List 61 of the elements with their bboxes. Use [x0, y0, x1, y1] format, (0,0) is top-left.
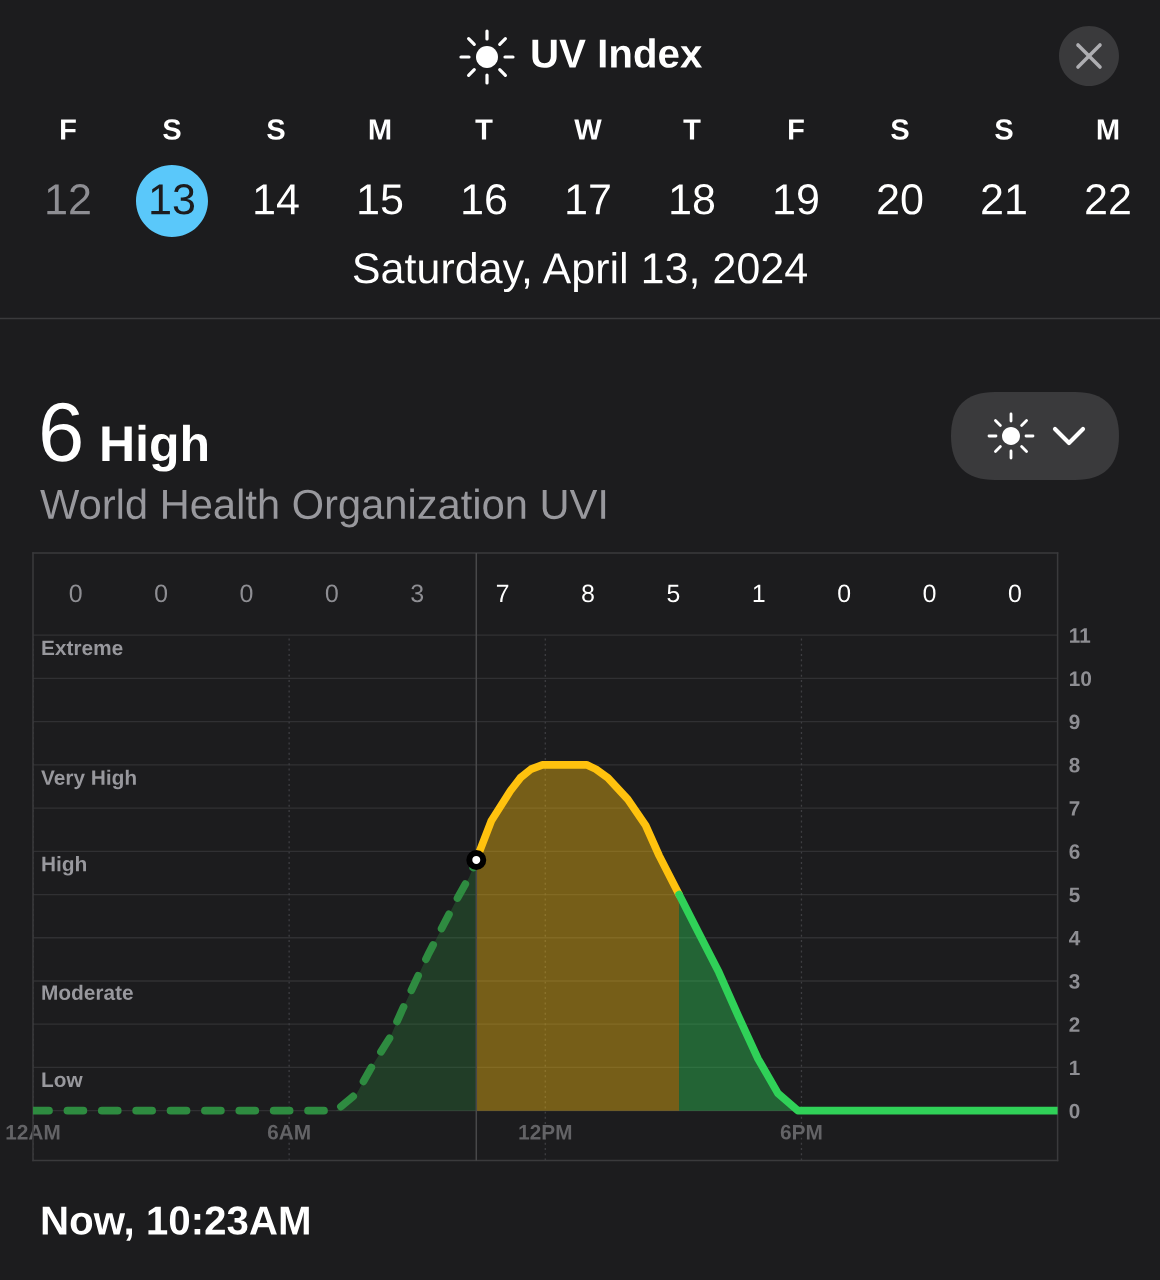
text: 6 [42, 402, 81, 462]
text: 16 [463, 184, 507, 215]
annotation: 7 [496, 584, 509, 602]
text: 12 [47, 184, 90, 215]
annotation: 0 [69, 584, 82, 603]
annotation: 0 [325, 584, 338, 603]
y-tick-label: 11 [1070, 628, 1091, 643]
annotation: Extreme [42, 640, 123, 656]
annotation: 0 [1008, 584, 1021, 603]
text: M [369, 119, 391, 140]
annotation: Low [42, 1072, 83, 1088]
y-tick-label: 5 [1069, 887, 1080, 903]
text: S [891, 119, 909, 140]
annotation: 1 [753, 584, 765, 602]
y-tick-label: 8 [1069, 757, 1080, 773]
chart-title: UV Index [532, 38, 703, 68]
text: T [683, 119, 701, 140]
annotation: High [42, 856, 86, 876]
text: F [61, 119, 76, 140]
x-tick-label: 6PM [780, 1124, 822, 1140]
x-tick-label: 12AM [6, 1124, 60, 1140]
y-tick-label: 6 [1069, 844, 1080, 860]
annotation: 0 [923, 584, 936, 603]
text: T [475, 119, 493, 140]
y-tick-label: 7 [1069, 801, 1080, 816]
text: 21 [982, 184, 1026, 215]
text: 15 [359, 184, 403, 215]
annotation: 0 [240, 584, 253, 603]
y-tick-label: 2 [1069, 1017, 1080, 1032]
annotation: 5 [667, 584, 680, 603]
annotation: 3 [411, 584, 424, 603]
text: 18 [671, 184, 715, 215]
y-tick-label: 0 [1069, 1103, 1080, 1119]
y-tick-label: 1 [1070, 1060, 1080, 1075]
x-tick-label: 12PM [519, 1124, 572, 1140]
text: S [995, 119, 1013, 140]
text: 20 [878, 184, 923, 215]
annotation: 0 [155, 584, 168, 603]
text: High [102, 424, 207, 472]
text: S [163, 119, 181, 140]
y-tick-label: 10 [1070, 671, 1092, 687]
text: Now, 10:23AM [42, 1206, 309, 1241]
chart-subtitle: Saturday, April 13, 2024 [353, 251, 807, 293]
text: 22 [1086, 184, 1130, 215]
y-tick-label: 4 [1069, 930, 1081, 946]
text: World Health Organization UVI [40, 488, 606, 528]
y-tick-label: 9 [1069, 714, 1080, 730]
text: M [1097, 119, 1119, 140]
text: F [789, 119, 804, 140]
text: 13 [151, 184, 195, 215]
text: 17 [567, 184, 610, 215]
text: 14 [255, 184, 299, 215]
x-tick-label: 6AM [267, 1124, 310, 1140]
annotation: Very High [41, 769, 136, 790]
annotation: Moderate [42, 984, 133, 1000]
annotation: 8 [582, 584, 594, 603]
text: 19 [775, 184, 818, 215]
annotation: 0 [838, 584, 851, 603]
y-tick-label: 3 [1069, 973, 1080, 989]
text: W [574, 119, 602, 140]
text: S [267, 119, 285, 140]
